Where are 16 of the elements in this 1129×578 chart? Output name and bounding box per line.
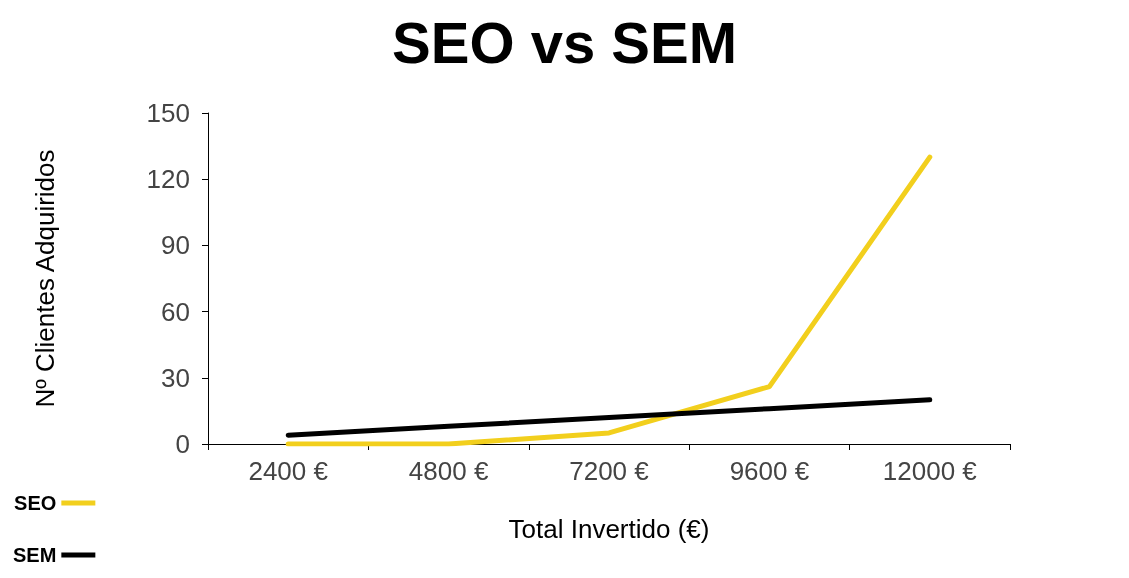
legend-label: SEO — [14, 492, 57, 514]
y-tick-label: 150 — [146, 98, 190, 128]
y-tick-label: 30 — [161, 362, 190, 393]
x-axis-title: Total Invertido (€) — [508, 514, 710, 544]
x-tick-label: 7200 € — [569, 456, 650, 486]
y-tick-label: 0 — [175, 429, 190, 459]
legend-label: SEM — [13, 544, 57, 566]
chart-title: SEO vs SEM — [392, 9, 737, 75]
x-tick-label: 12000 € — [882, 456, 978, 486]
x-tick-label: 2400 € — [248, 456, 329, 486]
y-axis-title: Nº Clientes Adquiridos — [30, 149, 60, 408]
y-tick-label: 90 — [161, 230, 190, 261]
x-tick-label: 4800 € — [408, 456, 489, 486]
x-tick-label: 9600 € — [729, 456, 810, 486]
y-tick-label: 60 — [161, 296, 190, 327]
y-tick-label: 120 — [146, 164, 190, 195]
